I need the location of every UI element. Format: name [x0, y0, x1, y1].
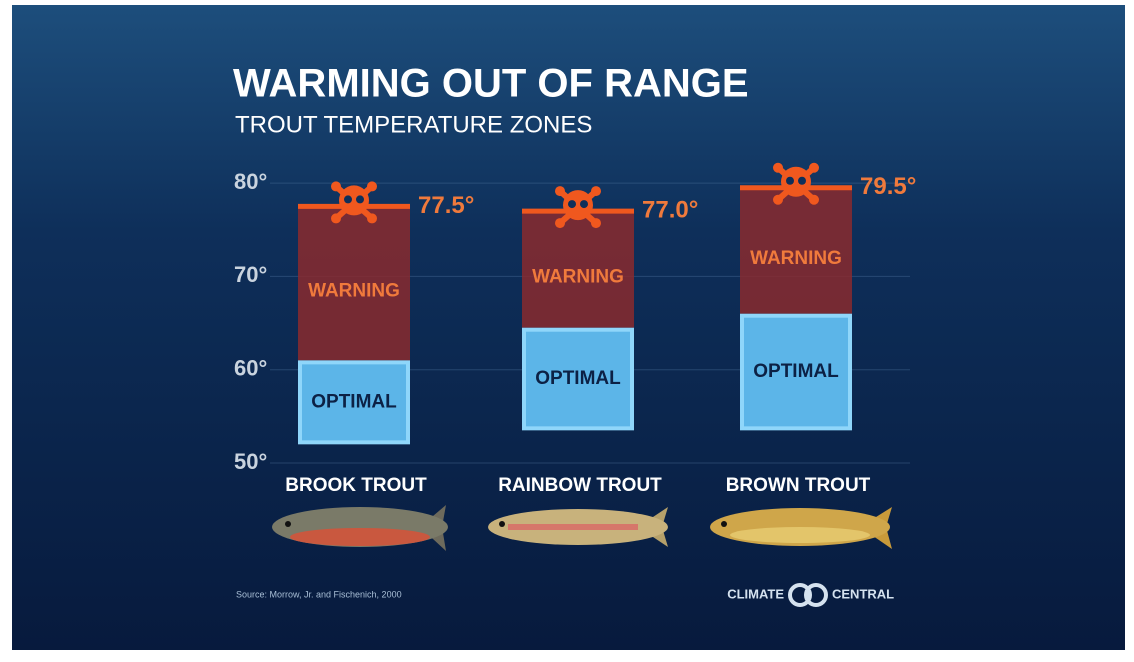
- x-tick-label: RAINBOW TROUT: [498, 475, 662, 496]
- y-tick-label: 50°: [234, 449, 267, 474]
- eye: [356, 195, 364, 203]
- skull: [781, 167, 811, 197]
- eye: [580, 200, 588, 208]
- x-tick-label: BROOK TROUT: [285, 475, 427, 496]
- zone-label: OPTIMAL: [753, 361, 839, 382]
- bone-end: [367, 181, 377, 191]
- zone-label: OPTIMAL: [535, 368, 621, 389]
- chart-title: WARMING OUT OF RANGE: [233, 62, 749, 106]
- bone-end: [555, 218, 565, 228]
- logo-text: CLIMATE: [727, 586, 784, 601]
- bone-end: [809, 195, 819, 205]
- bone-end: [773, 195, 783, 205]
- eye: [344, 195, 352, 203]
- skull: [563, 190, 593, 220]
- value-label: 77.5°: [418, 192, 474, 219]
- zone-label: WARNING: [750, 248, 842, 269]
- zone-label: OPTIMAL: [311, 391, 397, 412]
- source-note: Source: Morrow, Jr. and Fischenich, 2000: [236, 589, 402, 599]
- bone-end: [331, 213, 341, 223]
- skull: [339, 185, 369, 215]
- eye: [786, 177, 794, 185]
- bone-end: [773, 163, 783, 173]
- y-tick-label: 60°: [234, 356, 267, 381]
- y-tick-label: 70°: [234, 262, 267, 287]
- chart: WARMING OUT OF RANGE TROUT TEMPERATURE Z…: [0, 0, 1134, 662]
- y-tick-label: 80°: [234, 169, 267, 194]
- bone-end: [809, 163, 819, 173]
- bone-end: [331, 181, 341, 191]
- chart-subtitle: TROUT TEMPERATURE ZONES: [235, 111, 592, 138]
- eye: [568, 200, 576, 208]
- fish-icons: [272, 505, 892, 551]
- logo-text: CENTRAL: [832, 586, 894, 601]
- zone-label: WARNING: [308, 280, 400, 301]
- bone-end: [555, 186, 565, 196]
- bone-end: [367, 213, 377, 223]
- zone-label: WARNING: [532, 266, 624, 287]
- bone-end: [591, 218, 601, 228]
- value-label: 79.5°: [860, 173, 916, 200]
- x-tick-label: BROWN TROUT: [726, 475, 871, 496]
- bone-end: [591, 186, 601, 196]
- value-label: 77.0°: [642, 196, 698, 223]
- eye: [798, 177, 806, 185]
